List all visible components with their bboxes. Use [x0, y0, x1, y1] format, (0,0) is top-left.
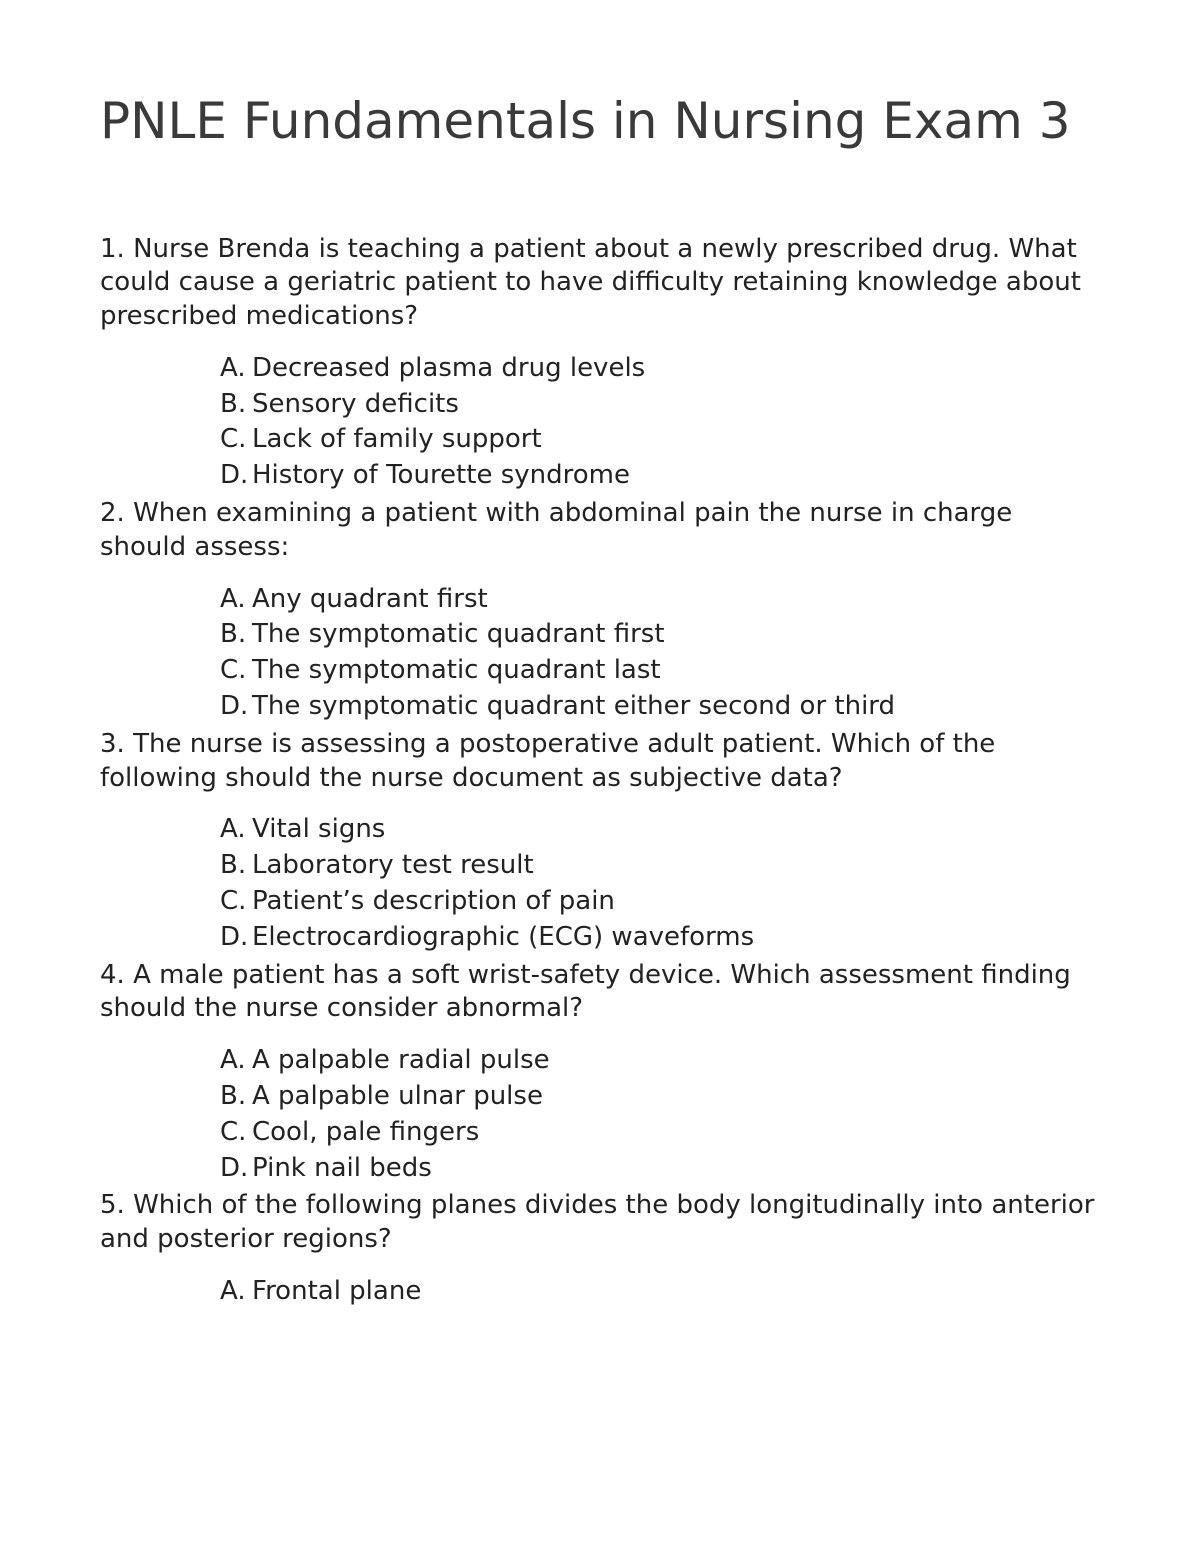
option-text: Sensory deficits — [252, 389, 459, 419]
option-item: A.Any quadrant first — [220, 583, 1100, 617]
option-item: D.Pink nail beds — [220, 1152, 1100, 1186]
options-list: A.Frontal plane — [100, 1275, 1100, 1309]
options-list: A.Any quadrant first B.The symptomatic q… — [100, 583, 1100, 724]
option-text: A palpable radial pulse — [252, 1045, 550, 1075]
document-title: PNLE Fundamentals in Nursing Exam 3 — [100, 90, 1100, 153]
option-item: C.Patient’s description of pain — [220, 885, 1100, 919]
option-letter: A. — [220, 1044, 252, 1078]
option-letter: A. — [220, 1275, 252, 1309]
question-text: 1. Nurse Brenda is teaching a patient ab… — [100, 233, 1100, 334]
question-number: 1. — [100, 234, 125, 264]
option-letter: B. — [220, 849, 252, 883]
question-text: 3. The nurse is assessing a postoperativ… — [100, 728, 1100, 796]
option-text: History of Tourette syndrome — [252, 460, 630, 490]
option-letter: B. — [220, 388, 252, 422]
option-text: Lack of family support — [252, 424, 542, 454]
option-letter: B. — [220, 1080, 252, 1114]
option-text: Frontal plane — [252, 1276, 421, 1306]
option-text: Vital signs — [252, 814, 385, 844]
option-letter: D. — [220, 1152, 252, 1186]
question-body: When examining a patient with abdominal … — [100, 498, 1012, 562]
question-number: 3. — [100, 729, 125, 759]
question-number: 5. — [100, 1190, 125, 1220]
option-letter: D. — [220, 690, 252, 724]
question-body: Which of the following planes divides th… — [100, 1190, 1094, 1254]
question-item: 5. Which of the following planes divides… — [100, 1189, 1100, 1308]
question-item: 2. When examining a patient with abdomin… — [100, 497, 1100, 724]
options-list: A.Vital signs B.Laboratory test result C… — [100, 813, 1100, 954]
option-item: D.History of Tourette syndrome — [220, 459, 1100, 493]
options-list: A.A palpable radial pulse B.A palpable u… — [100, 1044, 1100, 1185]
question-body: Nurse Brenda is teaching a patient about… — [100, 234, 1081, 332]
question-number: 2. — [100, 498, 125, 528]
options-list: A.Decreased plasma drug levels B.Sensory… — [100, 352, 1100, 493]
option-letter: A. — [220, 352, 252, 386]
question-number: 4. — [100, 960, 125, 990]
option-letter: B. — [220, 618, 252, 652]
option-text: Any quadrant first — [252, 584, 488, 614]
question-text: 4. A male patient has a soft wrist-safet… — [100, 959, 1100, 1027]
option-item: B.Sensory deficits — [220, 388, 1100, 422]
option-item: B.Laboratory test result — [220, 849, 1100, 883]
option-letter: C. — [220, 1116, 252, 1150]
question-item: 1. Nurse Brenda is teaching a patient ab… — [100, 233, 1100, 494]
question-body: A male patient has a soft wrist-safety d… — [100, 960, 1071, 1024]
option-item: C.The symptomatic quadrant last — [220, 654, 1100, 688]
option-item: C.Lack of family support — [220, 423, 1100, 457]
option-text: The symptomatic quadrant first — [252, 619, 665, 649]
question-body: The nurse is assessing a postoperative a… — [100, 729, 995, 793]
question-text: 5. Which of the following planes divides… — [100, 1189, 1100, 1257]
option-text: A palpable ulnar pulse — [252, 1081, 543, 1111]
option-item: A.Frontal plane — [220, 1275, 1100, 1309]
option-letter: D. — [220, 459, 252, 493]
option-text: The symptomatic quadrant last — [252, 655, 661, 685]
question-item: 3. The nurse is assessing a postoperativ… — [100, 728, 1100, 955]
questions-container: 1. Nurse Brenda is teaching a patient ab… — [100, 233, 1100, 1309]
option-item: B.A palpable ulnar pulse — [220, 1080, 1100, 1114]
option-text: Cool, pale fingers — [252, 1117, 479, 1147]
option-text: The symptomatic quadrant either second o… — [252, 691, 895, 721]
option-letter: A. — [220, 583, 252, 617]
option-text: Laboratory test result — [252, 850, 534, 880]
option-item: B.The symptomatic quadrant first — [220, 618, 1100, 652]
option-letter: C. — [220, 423, 252, 457]
option-letter: D. — [220, 921, 252, 955]
option-text: Electrocardiographic (ECG) waveforms — [252, 922, 754, 952]
option-item: C.Cool, pale fingers — [220, 1116, 1100, 1150]
option-item: A.A palpable radial pulse — [220, 1044, 1100, 1078]
option-item: A.Decreased plasma drug levels — [220, 352, 1100, 386]
question-item: 4. A male patient has a soft wrist-safet… — [100, 959, 1100, 1186]
option-text: Patient’s description of pain — [252, 886, 615, 916]
option-text: Decreased plasma drug levels — [252, 353, 645, 383]
option-item: A.Vital signs — [220, 813, 1100, 847]
question-text: 2. When examining a patient with abdomin… — [100, 497, 1100, 565]
option-item: D.The symptomatic quadrant either second… — [220, 690, 1100, 724]
option-letter: A. — [220, 813, 252, 847]
option-text: Pink nail beds — [252, 1153, 432, 1183]
option-letter: C. — [220, 654, 252, 688]
option-item: D.Electrocardiographic (ECG) waveforms — [220, 921, 1100, 955]
document-page: PNLE Fundamentals in Nursing Exam 3 1. N… — [0, 0, 1200, 1553]
option-letter: C. — [220, 885, 252, 919]
